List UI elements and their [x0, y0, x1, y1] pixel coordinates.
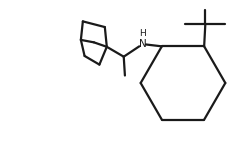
Text: N: N	[139, 40, 147, 49]
Text: H: H	[139, 29, 146, 38]
